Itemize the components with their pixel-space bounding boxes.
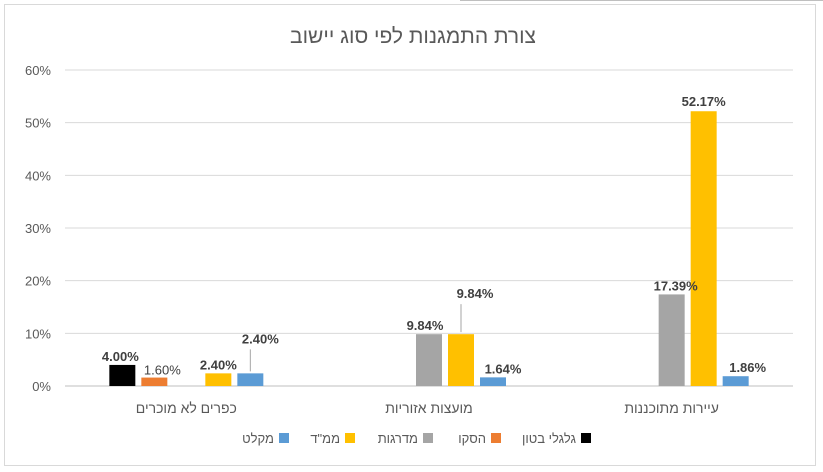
- y-tick-label: 0%: [32, 379, 51, 394]
- legend-swatch: [279, 433, 289, 443]
- x-category-label: עיירות מתוכננות: [624, 400, 719, 416]
- data-label: 1.86%: [729, 360, 766, 375]
- data-label: 52.17%: [682, 94, 727, 109]
- y-tick-label: 10%: [25, 326, 51, 341]
- x-category-label: מועצות אזוריות: [385, 400, 473, 416]
- bar: [109, 364, 136, 386]
- data-label: 9.84%: [457, 286, 494, 301]
- y-tick-label: 50%: [25, 116, 51, 131]
- chart-title: צורת התמגנות לפי סוג יישוב: [290, 25, 536, 48]
- top-border-line: [460, 0, 823, 1]
- data-label: 4.00%: [102, 349, 139, 364]
- bar: [722, 376, 749, 386]
- legend: גלגלי בטון הסקו מדרגות ממ"ד מקלט: [242, 431, 591, 446]
- bar: [237, 373, 264, 386]
- x-category-label: כפרים לא מוכרים: [136, 400, 237, 416]
- data-label: 2.40%: [200, 357, 237, 372]
- legend-label: מדרגות: [378, 431, 418, 446]
- bar: [141, 377, 168, 386]
- legend-item: גלגלי בטון: [522, 431, 591, 446]
- bar: [205, 373, 232, 386]
- bars: [109, 111, 749, 386]
- bar: [690, 111, 717, 386]
- x-axis-category-labels: כפרים לא מוכרים מועצות אזוריות עיירות מתוכ…: [136, 400, 719, 416]
- legend-swatch: [581, 433, 591, 443]
- bar: [416, 334, 442, 386]
- data-label: 2.40%: [242, 331, 279, 346]
- data-label: 9.84%: [407, 318, 444, 333]
- legend-item: מדרגות: [378, 431, 433, 446]
- y-tick-label: 20%: [25, 274, 51, 289]
- y-tick-label: 30%: [25, 221, 51, 236]
- chart-frame: 0% 10% 20% 30% 40% 50% 60% 4.00% 1.60% 2.40% 2.40…: [4, 4, 816, 466]
- data-label: 1.64%: [485, 361, 522, 376]
- legend-label: מקלט: [242, 431, 274, 446]
- data-label: 1.60%: [144, 363, 181, 378]
- y-tick-label: 60%: [25, 63, 51, 78]
- legend-label: ממ"ד: [310, 431, 340, 446]
- y-axis-tick-labels: 0% 10% 20% 30% 40% 50% 60%: [25, 63, 51, 394]
- legend-item: מקלט: [242, 431, 289, 446]
- legend-label: הסקו: [458, 431, 486, 446]
- legend-swatch: [491, 433, 501, 443]
- bar: [658, 294, 685, 386]
- legend-item: הסקו: [458, 431, 501, 446]
- data-labels: 4.00% 1.60% 2.40% 2.40% 9.84% 9.84% 1.64% 17.39…: [102, 94, 767, 377]
- legend-label: גלגלי בטון: [522, 431, 576, 446]
- legend-swatch: [345, 433, 355, 443]
- gridlines: [65, 69, 793, 387]
- bar: [480, 377, 506, 386]
- legend-swatch: [423, 433, 433, 443]
- data-label: 17.39%: [654, 278, 699, 293]
- y-tick-label: 40%: [25, 168, 51, 183]
- bar: [448, 334, 474, 386]
- bar-chart: 0% 10% 20% 30% 40% 50% 60% 4.00% 1.60% 2.40% 2.40…: [25, 25, 793, 446]
- legend-item: ממ"ד: [310, 431, 355, 446]
